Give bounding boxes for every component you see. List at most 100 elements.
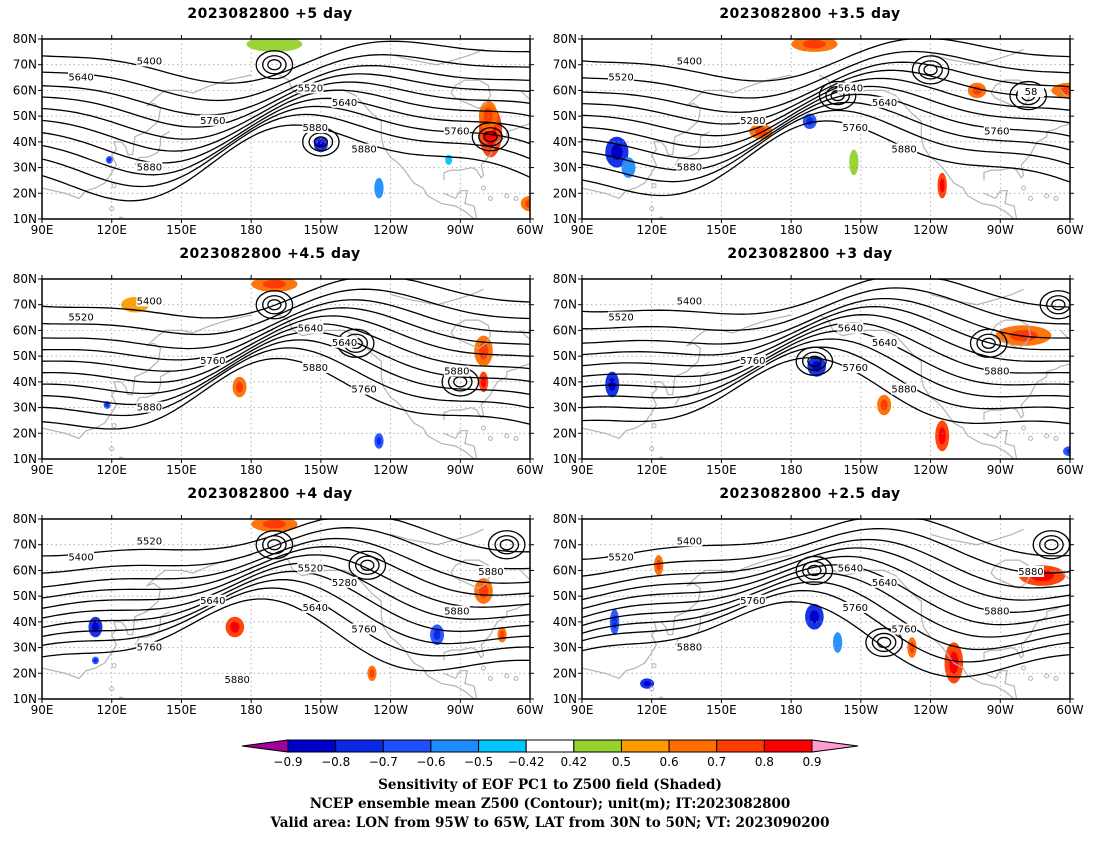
contour-label: 5880 xyxy=(224,675,249,686)
closed-contour xyxy=(348,550,387,580)
island xyxy=(513,675,519,681)
lat-label: 50N xyxy=(13,109,37,123)
map-frame xyxy=(41,38,531,220)
contour-label-bg xyxy=(331,576,358,588)
height-contour xyxy=(42,357,530,430)
contour-label: 5640 xyxy=(838,83,863,94)
contour-label: 5760 xyxy=(444,127,469,138)
island xyxy=(481,185,487,191)
lat-label: 80N xyxy=(553,32,577,46)
lat-label: 10N xyxy=(553,452,577,466)
lat-label: 70N xyxy=(13,538,37,552)
contour-label: 5880 xyxy=(891,385,916,396)
lat-label: 30N xyxy=(553,401,577,415)
colorbar-arrow-high xyxy=(811,739,859,753)
closed-contour xyxy=(1009,80,1048,111)
map-plot: 5400 5640 5520 5640 5760 5880 5880 5760 5880 80N 7… xyxy=(13,32,544,237)
map-panel: 2023082800 +3 day 5400 5520 5640 5640 5760 57… xyxy=(540,245,1084,485)
closed-contour xyxy=(471,122,510,152)
closed-contour xyxy=(494,535,520,555)
closed-contour xyxy=(1051,299,1066,311)
lon-label: 90W xyxy=(447,223,474,237)
height-contour xyxy=(42,97,530,164)
contour-label-bg xyxy=(68,71,95,83)
closed-contour xyxy=(1039,290,1070,320)
contour-label-bg xyxy=(608,311,635,323)
height-contour xyxy=(582,527,1070,577)
closed-contour xyxy=(871,632,897,653)
lon-label: 90E xyxy=(571,703,594,717)
island xyxy=(1027,195,1033,201)
contour-label: 5880 xyxy=(137,163,162,174)
coastline xyxy=(450,79,492,110)
island xyxy=(1021,425,1027,431)
island xyxy=(1044,673,1050,679)
sensitivity-patch xyxy=(246,39,303,52)
lon-label: 120E xyxy=(636,703,667,717)
lon-label: 120E xyxy=(96,463,127,477)
coastline xyxy=(42,554,252,680)
contour-label: 5520 xyxy=(137,536,162,547)
map-frame xyxy=(581,518,1071,700)
coastline xyxy=(1069,289,1070,291)
contour-label-bg xyxy=(871,96,898,108)
lat-label: 60N xyxy=(553,563,577,577)
coastline xyxy=(278,314,475,459)
map-frame xyxy=(41,518,531,700)
lat-label: 40N xyxy=(13,615,37,629)
contour-label-bg xyxy=(608,551,635,563)
contour-label-bg xyxy=(297,562,324,574)
panel-title: 2023082800 +4 day xyxy=(187,486,353,502)
colorbar-label: −0.9 xyxy=(273,755,302,769)
closed-contour xyxy=(923,64,938,76)
closed-contour xyxy=(795,346,834,376)
map-plot: 5400 5520 5640 5640 5760 5760 5760 5880 5880 5880… xyxy=(553,512,1084,717)
coastline xyxy=(582,74,792,200)
sensitivity-core xyxy=(236,381,244,393)
closed-contour xyxy=(487,530,526,560)
contour-label-bg xyxy=(199,114,226,126)
closed-contour xyxy=(969,328,1008,358)
colorbar-swatch xyxy=(716,739,765,753)
lat-label: 80N xyxy=(13,272,37,286)
contour-label-bg xyxy=(837,82,864,94)
contour-label: 5760 xyxy=(137,643,162,654)
island xyxy=(504,433,510,439)
lat-label: 70N xyxy=(553,298,577,312)
sensitivity-core xyxy=(499,630,505,639)
closed-contour xyxy=(918,60,943,80)
contour-label-bg xyxy=(1017,566,1044,577)
contour-label-bg xyxy=(842,602,869,613)
contour-label-bg xyxy=(676,55,703,67)
height-contour xyxy=(582,547,1070,601)
colorbar-label: 0.5 xyxy=(612,755,631,769)
coastline xyxy=(443,670,478,699)
island xyxy=(111,423,117,429)
lon-label: 180 xyxy=(240,223,263,237)
lat-label: 80N xyxy=(13,512,37,526)
sensitivity-core xyxy=(809,610,820,624)
colorbar-arrow-low xyxy=(241,739,289,753)
contour-label: 5640 xyxy=(298,323,323,334)
sensitivity-core xyxy=(262,279,286,289)
lat-label: 50N xyxy=(553,109,577,123)
height-contour xyxy=(582,101,1070,171)
height-contour xyxy=(582,346,1070,410)
contour-label: 5640 xyxy=(838,323,863,334)
lon-label: 180 xyxy=(240,703,263,717)
contour-label: 5640 xyxy=(332,338,357,349)
contour-label: 5520 xyxy=(608,313,633,324)
island xyxy=(118,696,124,699)
lon-label: 120W xyxy=(913,223,948,237)
island xyxy=(651,663,657,669)
island xyxy=(651,183,657,189)
contour-label-bg xyxy=(443,365,470,377)
contour-label: 5400 xyxy=(677,56,702,67)
sensitivity-core xyxy=(880,399,888,411)
height-contour xyxy=(42,315,530,372)
lon-label: 180 xyxy=(780,223,803,237)
map-panel: 2023082800 +4 day 5520 5400 5520 5280 5640 56… xyxy=(0,485,544,725)
closed-contour xyxy=(255,530,294,560)
contour-label-bg xyxy=(136,295,163,307)
panel-title: 2023082800 +3 day xyxy=(727,246,893,262)
